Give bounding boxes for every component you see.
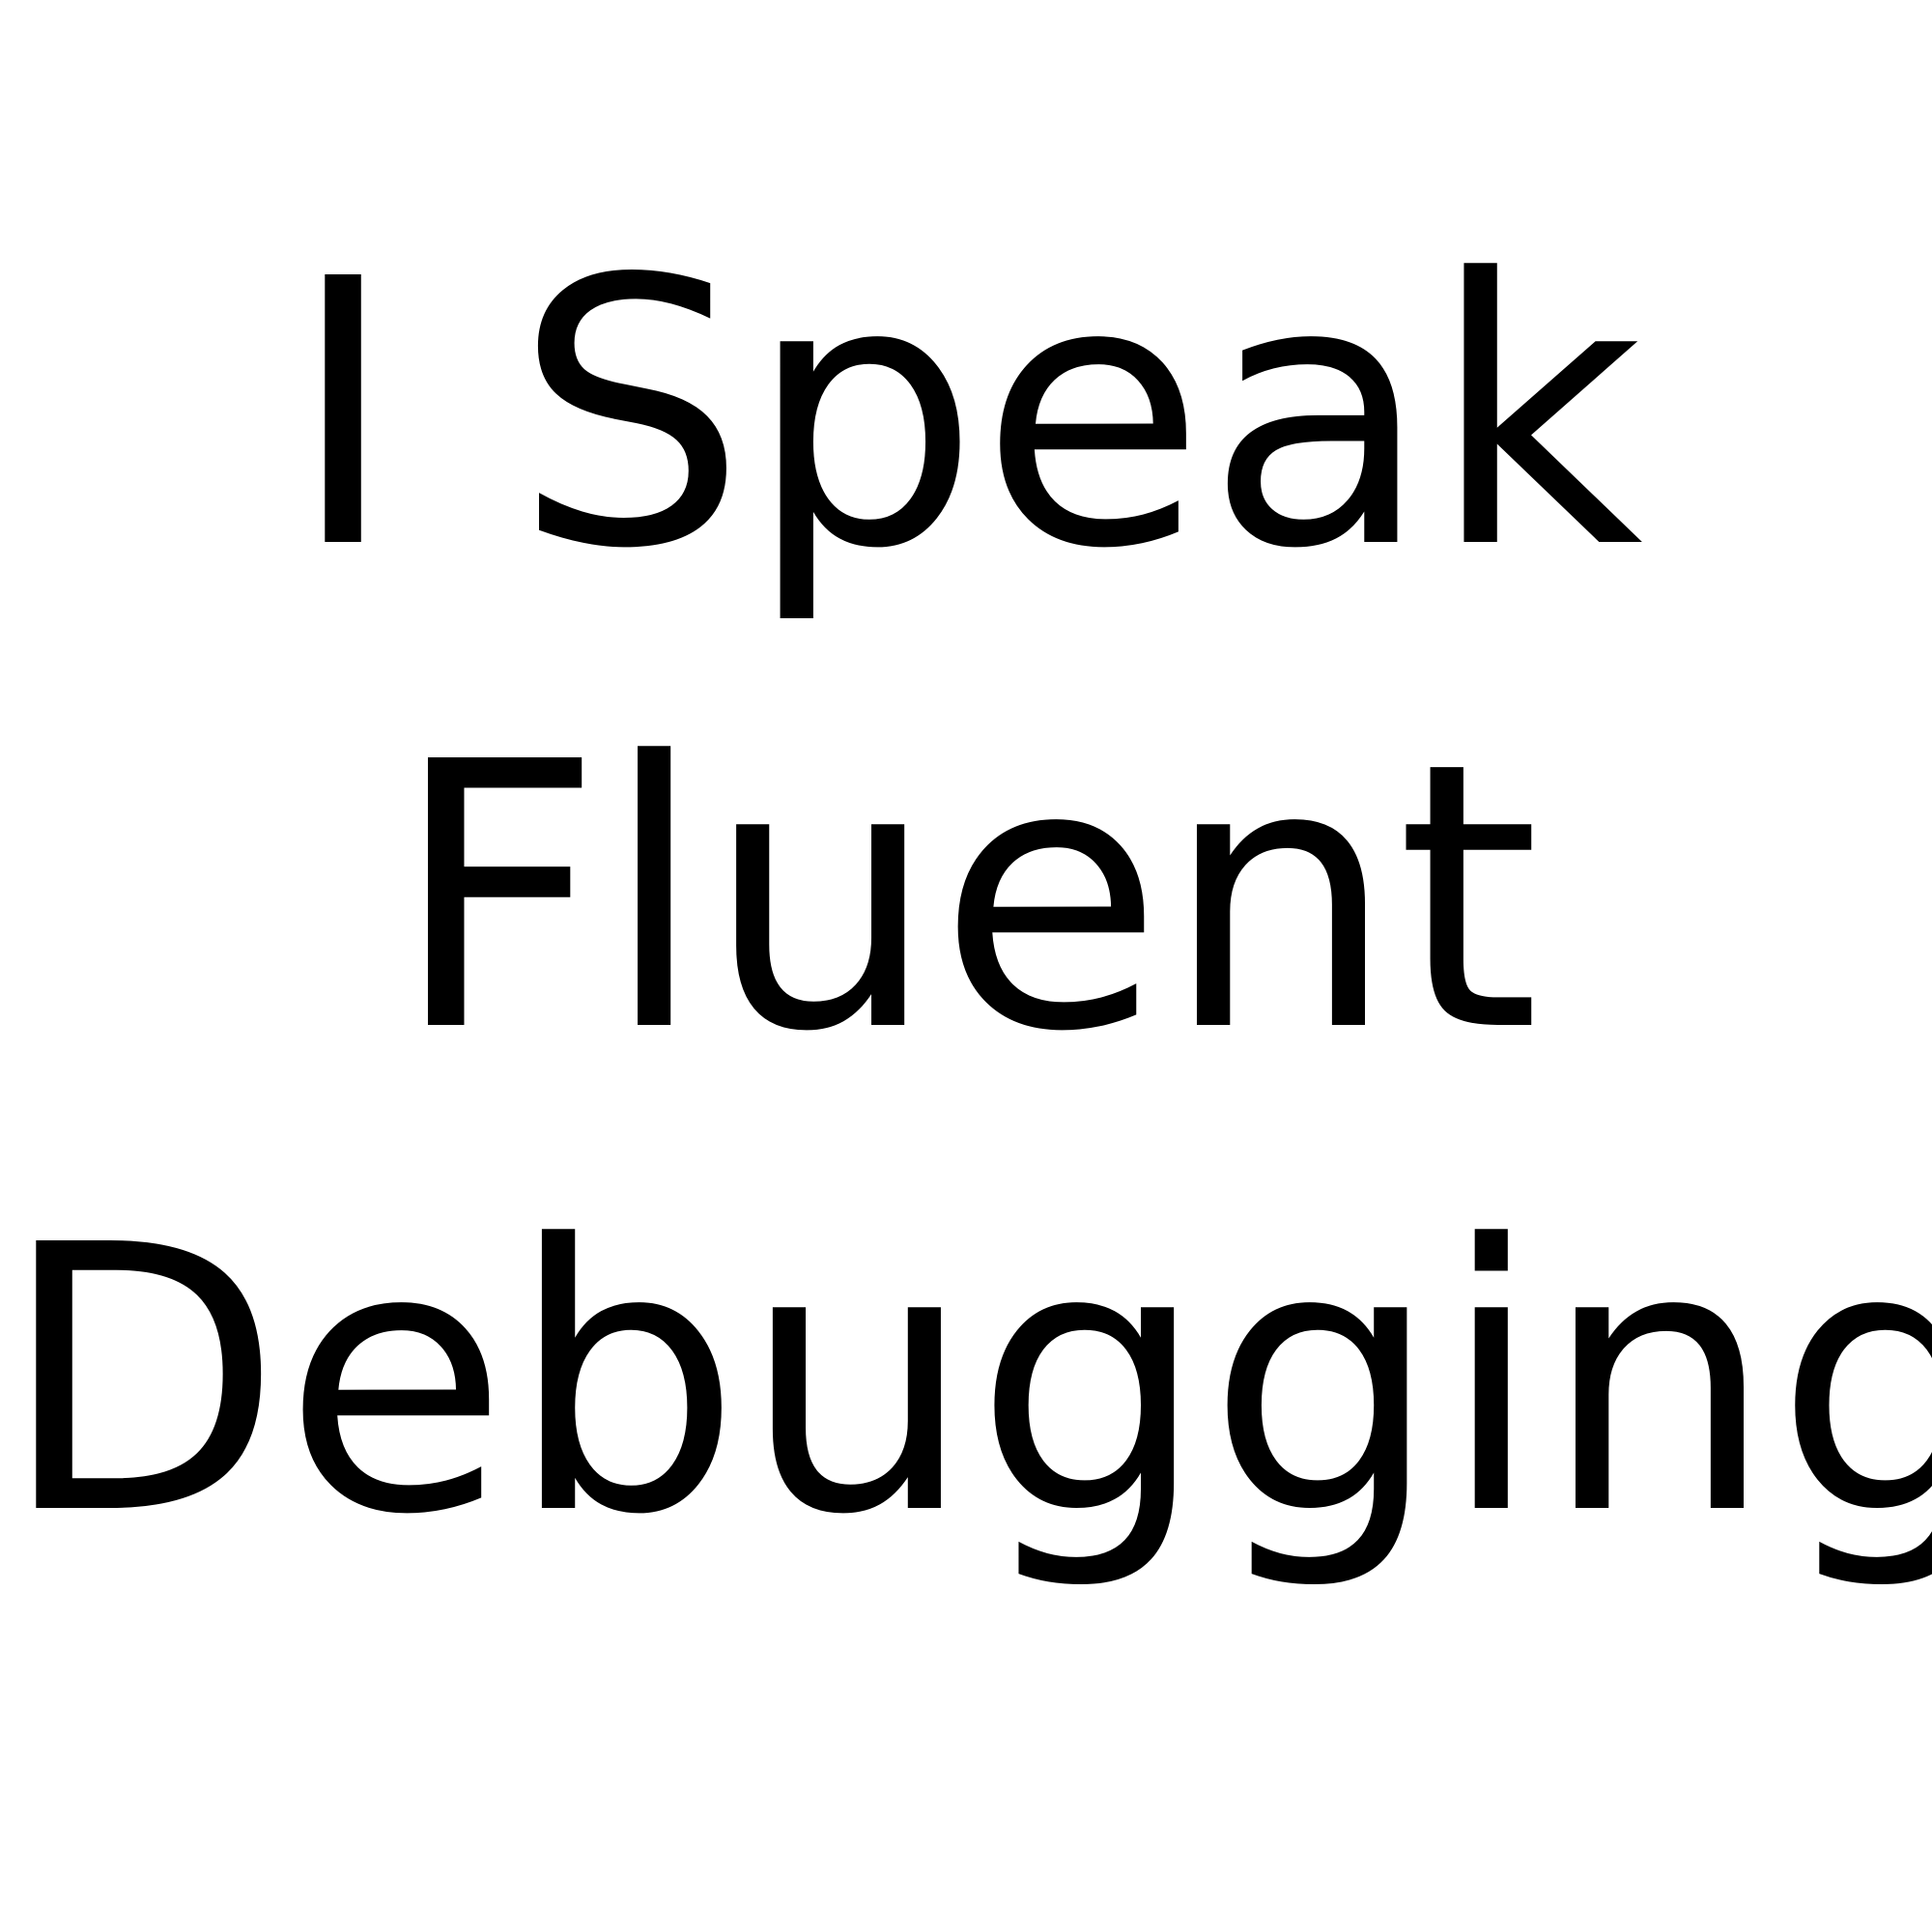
- poster-line-1: I Speak: [289, 201, 1643, 629]
- poster-line-3: Debugging: [0, 1167, 1932, 1595]
- poster-line-2: Fluent: [391, 684, 1541, 1112]
